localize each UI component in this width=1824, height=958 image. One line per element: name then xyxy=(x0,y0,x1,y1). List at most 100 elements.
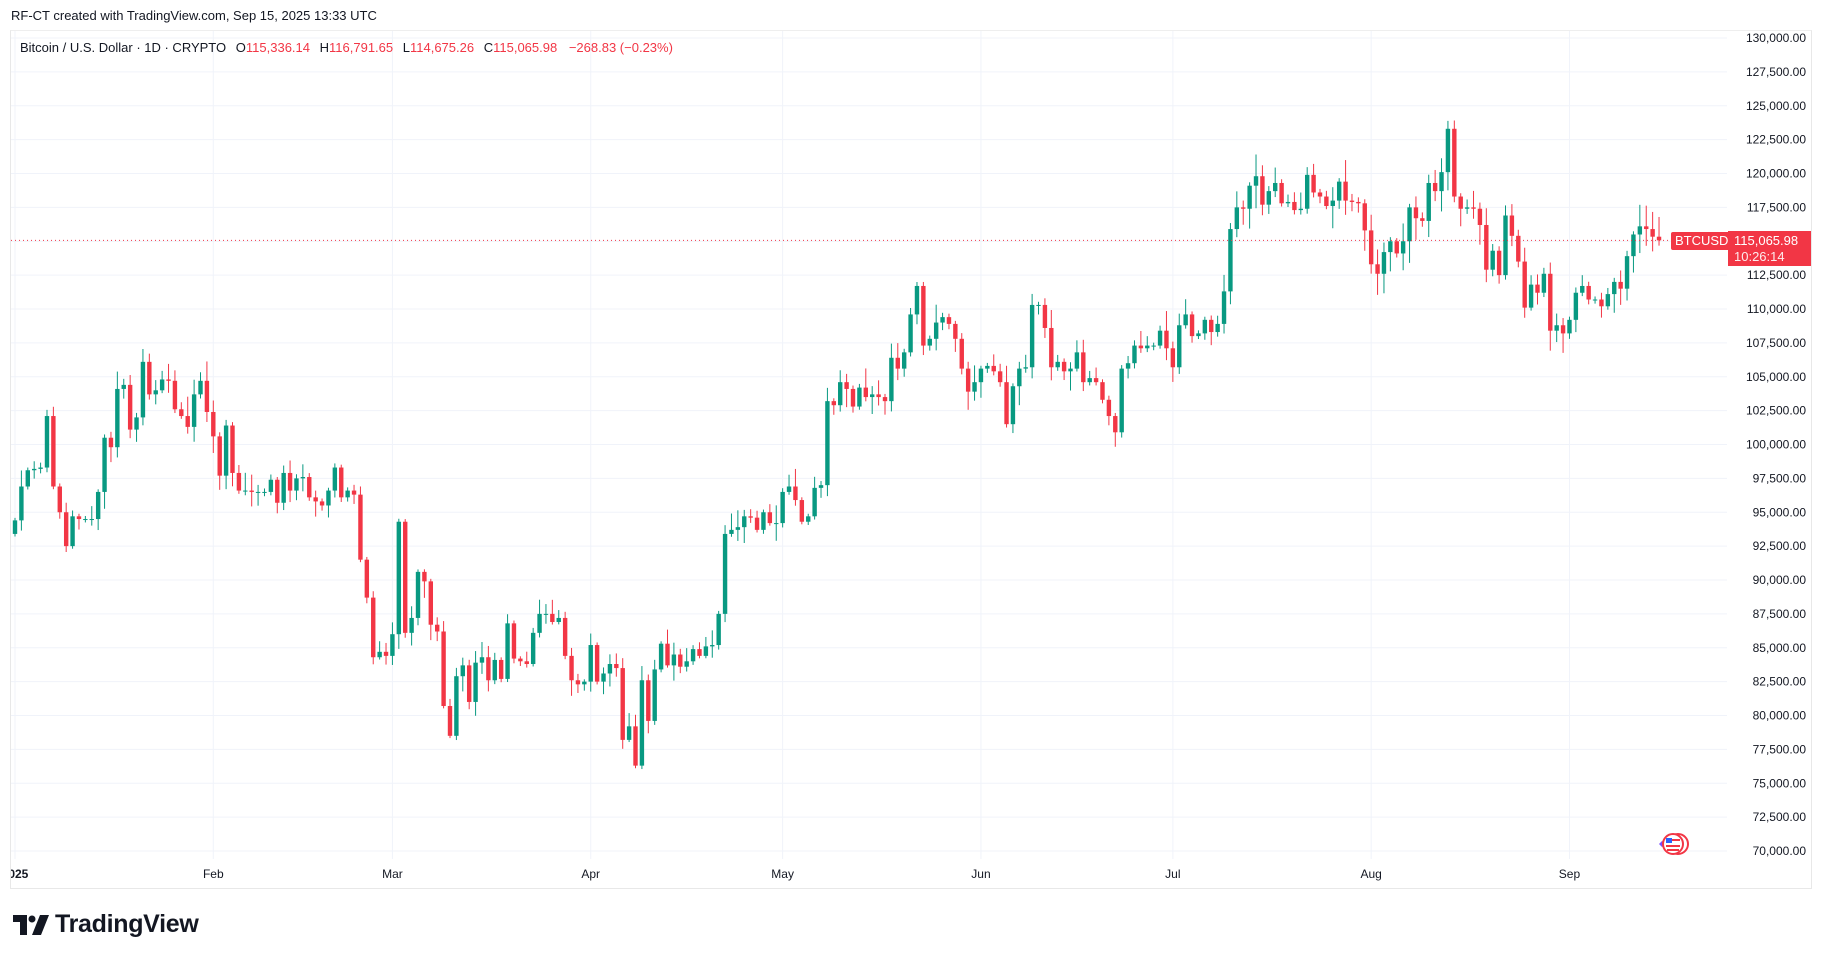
candle-body xyxy=(172,380,178,410)
candle xyxy=(556,610,561,625)
candle-body xyxy=(1202,319,1208,334)
price-tick-label: 105,000.00 xyxy=(1746,370,1806,384)
candle xyxy=(409,606,414,646)
candle xyxy=(1368,214,1374,274)
candle xyxy=(1324,190,1329,210)
candle-body xyxy=(748,516,753,518)
candle-body xyxy=(230,425,235,473)
symbol-title[interactable]: Bitcoin / U.S. Dollar · 1D · CRYPTO xyxy=(20,40,227,55)
logo-text: TradingView xyxy=(55,910,199,938)
candle xyxy=(1336,178,1342,209)
candle xyxy=(505,614,510,683)
candle-body xyxy=(236,472,242,491)
candle xyxy=(940,312,945,331)
candle-body xyxy=(1503,215,1508,276)
candle xyxy=(735,510,741,541)
candle-body xyxy=(127,384,133,430)
candle-body xyxy=(953,323,958,339)
candle-body xyxy=(658,643,664,670)
candle xyxy=(1528,275,1534,311)
candle-body xyxy=(550,613,555,623)
candle-body xyxy=(1042,304,1048,328)
candle xyxy=(1215,315,1220,337)
candle-body xyxy=(556,617,561,623)
candle xyxy=(857,383,862,410)
candle-body xyxy=(1349,200,1355,202)
candle-body xyxy=(403,521,408,633)
candle-body xyxy=(1605,294,1611,307)
candle-body xyxy=(89,519,94,521)
candle-body xyxy=(1196,333,1201,337)
candle xyxy=(102,434,107,509)
candle xyxy=(492,652,497,685)
candle xyxy=(703,636,709,659)
candle xyxy=(12,517,18,537)
candle-body xyxy=(933,322,939,339)
candle xyxy=(441,621,446,709)
candle xyxy=(1426,174,1431,238)
candle xyxy=(236,465,242,494)
candle xyxy=(601,667,606,695)
candle xyxy=(722,525,728,623)
candle xyxy=(537,599,542,638)
candle xyxy=(1394,238,1399,258)
price-tick-label: 82,500.00 xyxy=(1753,675,1807,689)
candle xyxy=(1209,315,1214,346)
tradingview-logo[interactable]: TradingView xyxy=(13,910,199,939)
candle xyxy=(1292,192,1297,215)
candle-body xyxy=(115,388,120,448)
candle xyxy=(1100,379,1105,404)
candle-body xyxy=(339,467,344,498)
candle xyxy=(243,472,248,496)
candle-body xyxy=(1599,299,1604,307)
candle-body xyxy=(44,416,50,468)
candle-body xyxy=(1407,207,1412,242)
candle-body xyxy=(1119,368,1124,433)
price-tick-label: 87,500.00 xyxy=(1753,607,1807,621)
candle xyxy=(319,498,325,511)
candle xyxy=(1631,231,1636,273)
candle xyxy=(396,518,402,649)
candle xyxy=(294,474,299,501)
candle xyxy=(435,617,440,642)
candle xyxy=(19,470,24,531)
chart-frame[interactable]: 130,000.00 127,500.00 125,000.00 122,500.00… xyxy=(10,30,1812,889)
candle xyxy=(70,510,75,549)
candle xyxy=(172,370,178,414)
candle-body xyxy=(140,361,146,418)
candle-body xyxy=(895,357,900,369)
candle-body xyxy=(1464,207,1470,209)
economic-events-icon[interactable] xyxy=(1659,833,1689,855)
candle xyxy=(844,373,849,408)
candle xyxy=(255,484,261,506)
candle-body xyxy=(1624,256,1630,289)
candle xyxy=(1132,340,1137,369)
candle xyxy=(364,556,370,604)
candle-body xyxy=(428,581,434,625)
candle-body xyxy=(1157,330,1163,346)
candle xyxy=(1567,316,1572,339)
candle xyxy=(1247,182,1252,229)
candle-body xyxy=(1260,176,1265,205)
candle-body xyxy=(946,317,952,324)
candle-body xyxy=(268,479,274,492)
candle xyxy=(1049,309,1054,381)
candle xyxy=(1509,204,1515,247)
candle xyxy=(1004,365,1009,428)
candle-body xyxy=(1279,182,1284,204)
candle xyxy=(1087,370,1092,386)
candle xyxy=(486,645,491,692)
candle xyxy=(313,490,318,517)
candle xyxy=(806,513,811,525)
candle-body xyxy=(588,645,593,682)
candle-body xyxy=(959,338,964,369)
candlestick-chart[interactable]: 130,000.00 127,500.00 125,000.00 122,500.00… xyxy=(11,31,1812,889)
candle-body xyxy=(1560,325,1566,334)
candle xyxy=(588,633,593,692)
candle xyxy=(1343,160,1348,215)
candle-body xyxy=(927,338,932,346)
candle-body xyxy=(1631,234,1636,257)
candle xyxy=(345,487,350,502)
candle xyxy=(831,398,837,415)
candle-body xyxy=(1637,226,1643,235)
